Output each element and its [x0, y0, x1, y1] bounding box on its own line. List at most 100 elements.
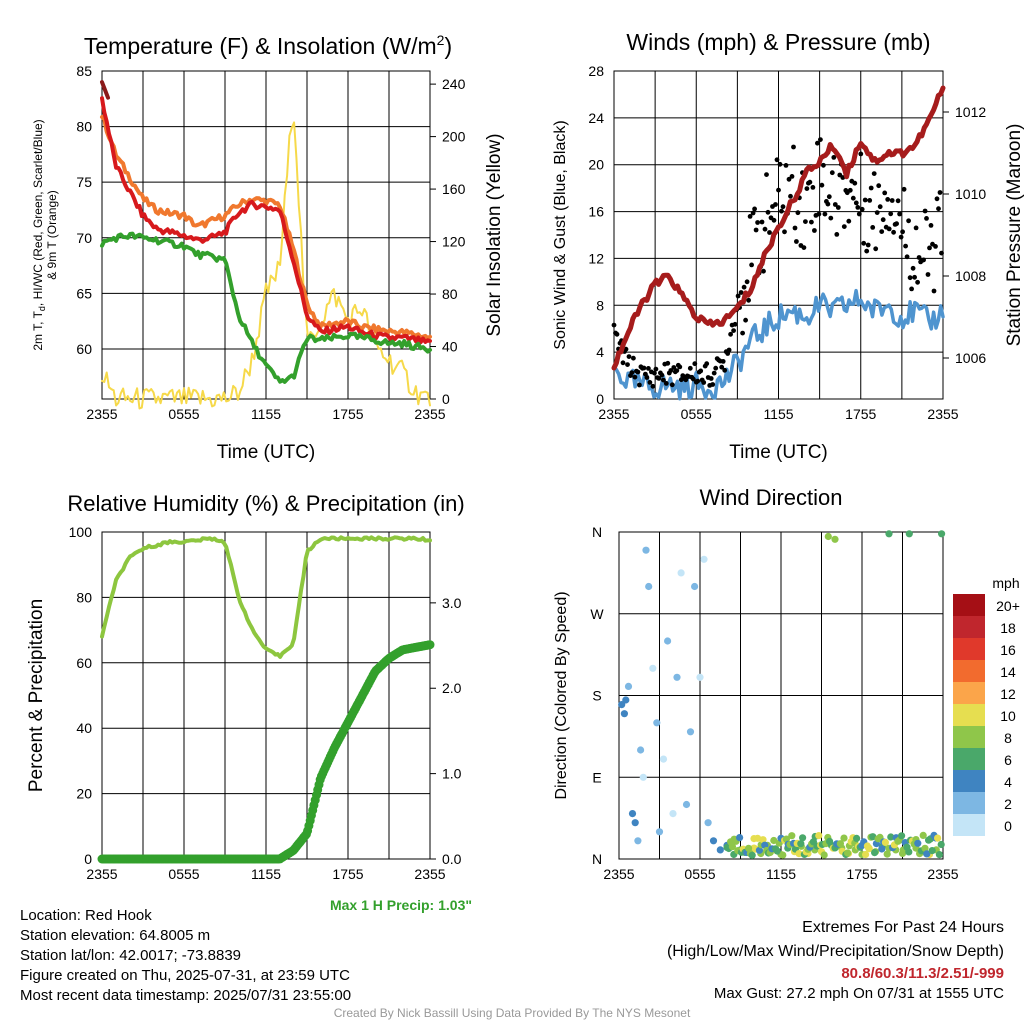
gust-point: [900, 229, 905, 235]
direction-point: [779, 851, 787, 859]
gust-point: [746, 297, 751, 303]
direction-point: [736, 834, 744, 842]
gust-point: [683, 377, 689, 383]
gust-point: [794, 239, 799, 244]
gust-point: [692, 361, 698, 367]
gust-point: [904, 254, 910, 260]
gust-point: [663, 381, 669, 386]
x-tick-label: 1155: [763, 406, 793, 422]
x-tick-label: 2355: [598, 406, 629, 422]
gust-point: [659, 372, 665, 378]
gust-point: [841, 224, 847, 230]
gust-point: [925, 272, 931, 277]
direction-point: [686, 728, 695, 736]
legend-label: 8: [1004, 730, 1012, 746]
direction-point: [620, 710, 629, 718]
gust-point: [876, 183, 882, 189]
legend-swatch: [953, 792, 985, 814]
gust-point: [764, 172, 769, 178]
direction-point: [938, 530, 946, 538]
gust-point: [888, 211, 894, 217]
direction-point: [871, 849, 879, 857]
direction-point: [691, 582, 699, 591]
gust-point: [903, 243, 908, 249]
gust-point: [665, 360, 671, 366]
gust-point: [738, 290, 744, 295]
x-tick-label: 0555: [681, 406, 712, 422]
x-tick-label: 2355: [414, 406, 445, 422]
gust-point: [880, 217, 886, 223]
legend-label: 18: [1000, 620, 1016, 636]
legend-swatch: [953, 704, 985, 726]
direction-point: [921, 844, 929, 852]
gust-point: [898, 234, 904, 240]
legend-swatch: [953, 594, 985, 616]
legend-label: 0: [1004, 818, 1012, 834]
x-tick-label: 2355: [927, 406, 958, 422]
gust-point: [847, 187, 853, 193]
gust-point: [788, 193, 793, 199]
direction-point: [815, 832, 823, 840]
x-tick-label: 2355: [603, 866, 634, 882]
gust-point: [708, 376, 714, 381]
gust-point: [931, 288, 937, 294]
legend-label: 4: [1004, 774, 1012, 790]
gust-point: [759, 219, 765, 225]
direction-point: [820, 851, 828, 859]
gust-point: [809, 219, 814, 225]
gust-point: [731, 328, 736, 333]
gust-point: [767, 230, 772, 235]
gust-point: [858, 151, 864, 157]
gust-point: [674, 368, 680, 373]
gust-point: [677, 364, 683, 370]
gust-point: [801, 245, 807, 251]
credit-text: Created By Nick Bassill Using Data Provi…: [333, 1006, 691, 1020]
gust-point: [740, 330, 745, 336]
gust-point: [668, 368, 674, 373]
gust-point: [611, 322, 617, 328]
gust-point: [862, 197, 868, 203]
gust-point: [826, 194, 832, 200]
direction-point: [618, 701, 626, 709]
direction-point: [649, 664, 657, 672]
panel-title: Temperature (F) & Insolation (W/m2): [84, 32, 452, 59]
gust-point: [755, 220, 760, 225]
direction-point: [655, 828, 664, 836]
gust-point: [885, 197, 891, 202]
gust-point: [939, 250, 944, 256]
gust-point: [877, 204, 883, 210]
gust-point: [625, 362, 630, 367]
legend-swatch: [953, 814, 985, 836]
y-tick-label: 60: [76, 341, 92, 357]
y-tick-label: 0: [596, 391, 604, 407]
gust-point: [650, 383, 656, 389]
gust-point: [786, 176, 792, 182]
location-text: Location: Red Hook: [20, 907, 152, 924]
direction-point: [759, 836, 767, 844]
heat-index-segment: [100, 80, 110, 100]
x-tick-label: 0555: [684, 866, 715, 882]
gust-point: [771, 217, 777, 223]
gust-point: [750, 210, 756, 216]
x-tick-label: 1755: [846, 866, 877, 882]
gust-point: [614, 331, 620, 337]
gust-point: [741, 284, 747, 290]
direction-point: [937, 840, 945, 849]
y-tick-label: 60: [76, 655, 92, 671]
y2-axis-label: Solar Insolation (Yellow): [484, 133, 505, 336]
x-tick-label: 2355: [414, 866, 445, 882]
gust-point: [832, 202, 838, 207]
direction-point: [853, 834, 861, 843]
direction-point: [844, 849, 852, 857]
y2-tick-label: 80: [442, 286, 458, 302]
legend-label: 6: [1004, 752, 1012, 768]
direction-point: [716, 846, 724, 854]
gust-point: [753, 227, 759, 233]
direction-point: [770, 836, 778, 845]
max-gust-text: Max Gust: 27.2 mph On 07/31 at 1555 UTC: [713, 985, 1004, 1002]
y2-tick-label: 1012: [955, 104, 986, 120]
legend-title: mph: [992, 575, 1019, 591]
y2-tick-label: 120: [442, 234, 466, 250]
gust-point: [934, 196, 940, 202]
gust-point: [647, 380, 653, 385]
